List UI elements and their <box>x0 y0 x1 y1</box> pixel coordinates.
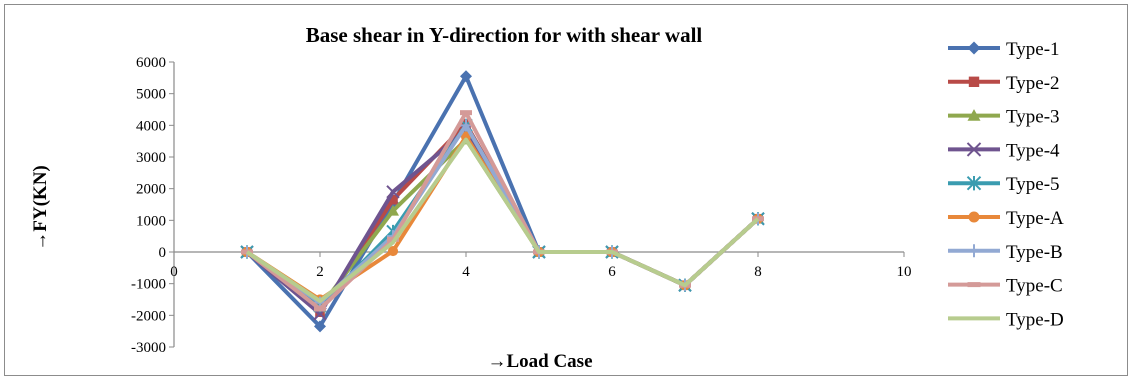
data-point <box>460 70 472 83</box>
x-axis-label: →Load Case <box>487 351 592 372</box>
y-tick-label: 5000 <box>136 87 166 103</box>
legend-entry-type-a: Type-A <box>948 208 1064 229</box>
series-line <box>245 137 760 304</box>
legend: Type-1 Type-2 Type-3 Type-4 Type-5 Type-A Type… <box>948 39 1064 330</box>
legend-label: Type-4 <box>1006 140 1060 161</box>
legend-entry-type-3: Type-3 <box>948 107 1060 128</box>
data-point <box>388 194 398 205</box>
legend-entry-type-d: Type-D <box>948 309 1064 330</box>
legend-label: Type-5 <box>1006 174 1060 195</box>
y-axis-label: →FY(KN) <box>30 165 51 250</box>
chart-title: Base shear in Y-direction for with shear… <box>306 23 703 47</box>
data-point <box>387 245 399 257</box>
chart-frame <box>4 4 1128 376</box>
data-point <box>460 119 472 132</box>
legend-label: Type-1 <box>1006 39 1060 60</box>
y-tick-label: 4000 <box>136 118 166 134</box>
x-tick-label: 8 <box>754 264 762 280</box>
y-tick-label: 1000 <box>136 213 166 229</box>
y-tick-label: -2000 <box>131 308 166 324</box>
y-tick-label: 0 <box>159 245 167 261</box>
legend-label: Type-2 <box>1006 73 1060 94</box>
legend-label: Type-B <box>1006 242 1063 263</box>
legend-marker <box>967 244 981 258</box>
legend-label: Type-D <box>1006 309 1064 330</box>
legend-entry-type-c: Type-C <box>948 276 1063 297</box>
legend-marker <box>968 76 980 87</box>
x-tick-label: 2 <box>316 264 324 280</box>
legend-entry-type-4: Type-4 <box>948 140 1060 161</box>
y-tick-label: 3000 <box>136 150 166 166</box>
data-point <box>386 185 400 199</box>
legend-entry-type-b: Type-B <box>948 242 1063 263</box>
legend-marker <box>967 109 981 121</box>
legend-marker <box>967 282 981 288</box>
legend-label: Type-3 <box>1006 107 1060 128</box>
y-tick-label: 2000 <box>136 182 166 198</box>
x-tick-label: 4 <box>462 264 470 280</box>
legend-label: Type-C <box>1006 276 1063 297</box>
legend-entry-type-2: Type-2 <box>948 73 1060 94</box>
legend-entry-type-5: Type-5 <box>948 174 1060 195</box>
legend-marker <box>966 175 982 191</box>
data-point <box>314 306 326 312</box>
data-point <box>460 131 472 142</box>
x-tick-label: 6 <box>608 264 616 280</box>
legend-entry-type-1: Type-1 <box>948 39 1060 60</box>
series-type-b <box>241 119 764 309</box>
series-type-1 <box>241 70 764 333</box>
legend-marker <box>967 41 981 55</box>
data-point <box>387 204 399 216</box>
plot-area: -3000-2000-10000100020003000400050006000… <box>131 55 912 356</box>
series-type-d <box>245 137 760 304</box>
data-point <box>460 110 472 116</box>
legend-marker <box>968 211 980 223</box>
data-point <box>314 320 326 333</box>
legend-marker <box>966 142 982 157</box>
y-tick-label: -1000 <box>131 277 166 293</box>
y-tick-label: 6000 <box>136 55 166 71</box>
y-tick-label: -3000 <box>131 340 166 356</box>
x-tick-label: 0 <box>170 264 178 280</box>
legend-label: Type-A <box>1006 208 1064 229</box>
x-tick-label: 10 <box>897 264 912 280</box>
